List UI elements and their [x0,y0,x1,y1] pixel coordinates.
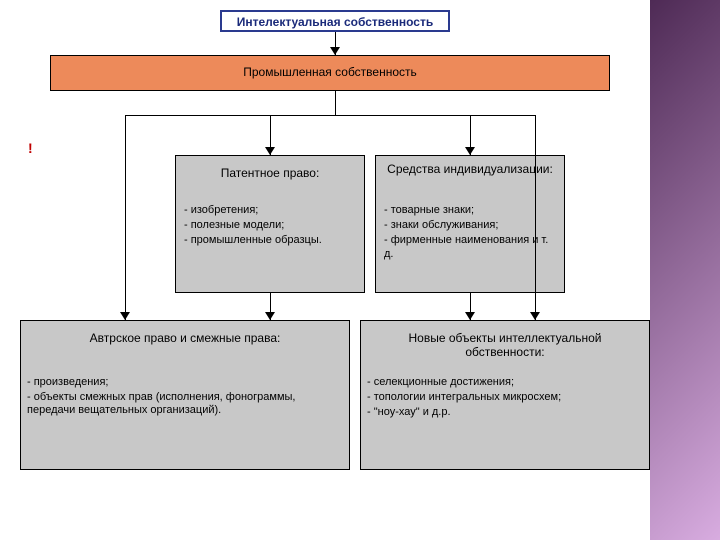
left-margin [0,0,20,540]
new-objects-items: - селекционные достижения;- топологии ин… [367,376,643,422]
right-gradient-sidebar [650,0,720,540]
industrial-property-label: Промышленная собственность [51,65,609,79]
patent-law-items: - изобретения;- полезные модели;- промыш… [184,204,356,250]
new-objects-box: Новые объекты интеллектуальной обственно… [360,320,650,470]
patent-law-box: Патентное право: - изобретения;- полезны… [175,155,365,293]
intellectual-property-box: Интелектуальная собственность [220,10,450,32]
new-objects-title: Новые объекты интеллектуальной обственно… [361,331,649,360]
copyright-box: Автрское право и смежные права: - произв… [20,320,350,470]
diagram-canvas: Интелектуальная собственность Промышленн… [20,0,650,540]
stray-exclamation-mark: ! [28,140,33,157]
copyright-items: - произведения;- объекты смежных прав (и… [27,376,343,420]
intellectual-property-label: Интелектуальная собственность [222,15,448,29]
copyright-title: Автрское право и смежные права: [21,331,349,345]
patent-law-title: Патентное право: [176,166,364,180]
individualization-box: Средства индивидуализации: - товарные зн… [375,155,565,293]
individualization-items: - товарные знаки;- знаки обслуживания;- … [384,204,556,263]
industrial-property-box: Промышленная собственность [50,55,610,91]
